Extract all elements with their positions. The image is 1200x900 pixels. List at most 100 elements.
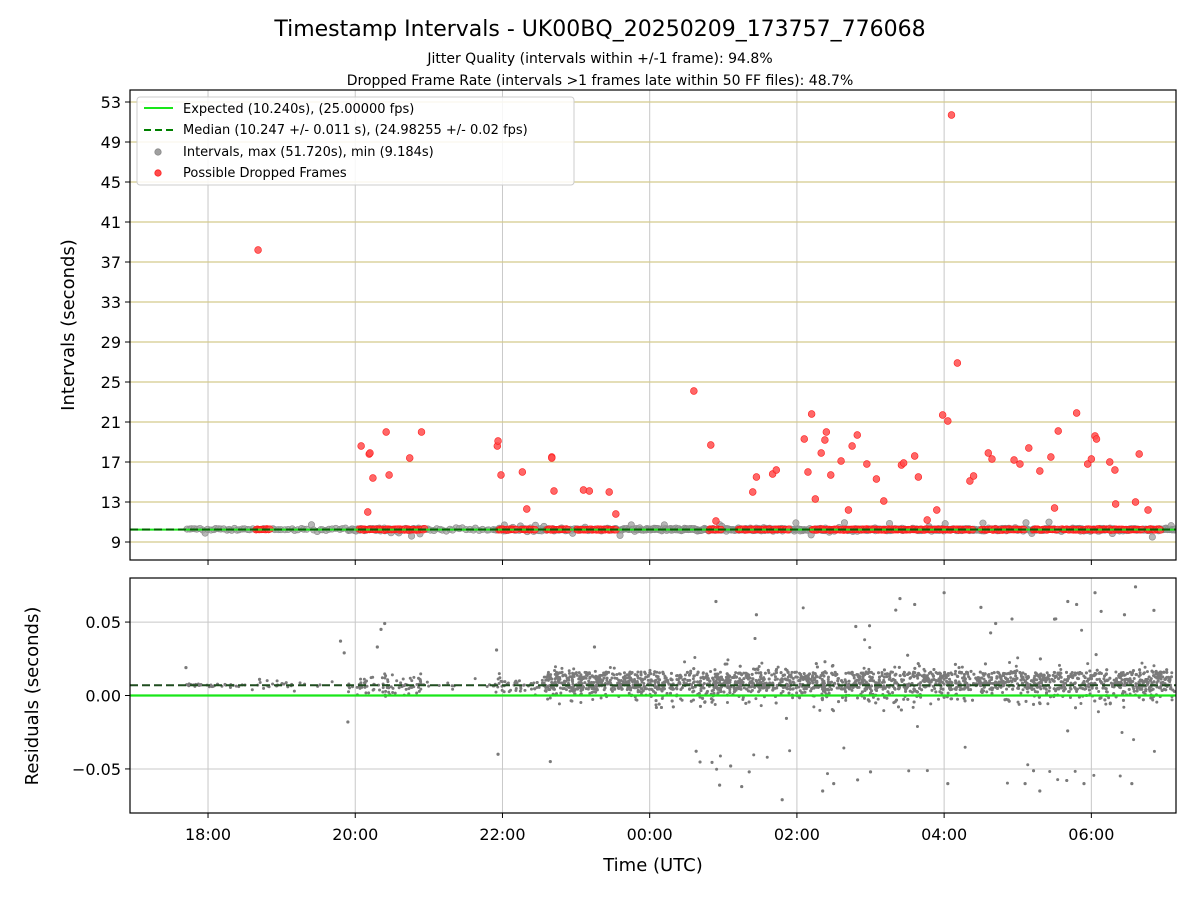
residual-point <box>757 678 761 682</box>
residual-point <box>692 680 696 684</box>
residual-point <box>1005 687 1009 691</box>
residual-point <box>1162 687 1166 691</box>
residual-point <box>517 679 521 683</box>
intervals-y-tick-label: 49 <box>101 133 121 152</box>
residual-point <box>1152 680 1156 684</box>
residual-point <box>868 675 872 679</box>
residual-point <box>506 681 510 685</box>
residual-point <box>500 680 504 684</box>
residual-point <box>732 675 736 679</box>
residual-point <box>913 689 917 693</box>
residual-point <box>698 760 702 764</box>
residual-point <box>812 686 816 690</box>
residual-point <box>1069 687 1073 691</box>
residual-point <box>922 667 926 671</box>
residual-point <box>1108 702 1112 706</box>
residual-point <box>1118 774 1122 778</box>
residual-point <box>680 686 684 690</box>
residual-point <box>965 670 969 674</box>
dropped-frame-outlier-point <box>749 488 757 496</box>
residual-point <box>628 687 632 691</box>
residual-point <box>723 662 727 666</box>
residual-point <box>938 690 942 694</box>
residual-point <box>687 673 691 677</box>
residual-point <box>657 702 661 706</box>
legend-item-dropped: Possible Dropped Frames <box>154 166 347 181</box>
residual-point <box>669 678 673 682</box>
residual-point <box>665 691 669 695</box>
residual-point <box>711 676 715 680</box>
residual-point <box>187 682 191 686</box>
residual-point <box>1092 673 1096 677</box>
residual-point <box>929 702 933 706</box>
dropped-frame-outlier-point <box>1106 458 1114 466</box>
legend-label-median: Median (10.247 +/- 0.011 s), (24.98255 +… <box>183 123 528 138</box>
residual-point <box>933 687 937 691</box>
residual-point <box>1108 676 1112 680</box>
residual-point <box>844 695 848 699</box>
intervals-y-tick-label: 37 <box>101 253 121 272</box>
residual-point <box>763 671 767 675</box>
residual-point <box>823 670 827 674</box>
residual-point <box>627 691 631 695</box>
residual-point <box>911 705 915 709</box>
residual-point <box>922 679 926 683</box>
residual-point <box>228 685 232 689</box>
residual-point <box>789 673 793 677</box>
residual-point <box>1051 673 1055 677</box>
residual-point <box>863 638 867 642</box>
residual-point <box>1112 692 1116 696</box>
residual-point <box>904 689 908 693</box>
residual-point <box>610 689 614 693</box>
residual-point <box>812 705 816 709</box>
residual-point <box>934 679 938 683</box>
residual-point <box>896 687 900 691</box>
residual-point <box>555 675 559 679</box>
residual-point <box>868 646 872 650</box>
dropped-frame-outlier-point <box>848 442 856 450</box>
residual-point <box>805 679 809 683</box>
residual-point <box>696 680 700 684</box>
dropped-frame-outlier-point <box>800 435 808 443</box>
residual-point <box>570 678 574 682</box>
residual-point <box>1003 676 1007 680</box>
residual-point <box>661 670 665 674</box>
residual-point <box>1059 668 1063 672</box>
residual-point <box>1038 677 1042 681</box>
residual-point <box>788 681 792 685</box>
residual-point <box>870 689 874 693</box>
residual-point <box>814 662 818 666</box>
residual-point <box>638 677 642 681</box>
residual-point <box>1010 680 1014 684</box>
residual-point <box>604 670 608 674</box>
residual-point <box>686 679 690 683</box>
residual-point <box>757 665 761 669</box>
residual-point <box>1115 679 1119 683</box>
residual-point <box>1149 696 1153 700</box>
residual-point <box>885 675 889 679</box>
residual-point <box>942 677 946 681</box>
residual-point <box>610 687 614 691</box>
residual-point <box>1140 661 1144 665</box>
residual-point <box>1011 677 1015 681</box>
residual-point <box>1081 681 1085 685</box>
residual-point <box>740 673 744 677</box>
intervals-y-tick-label: 9 <box>111 533 121 552</box>
residual-point <box>365 679 369 683</box>
residual-point <box>1103 698 1107 702</box>
residual-point <box>1132 738 1136 742</box>
residual-outlier-point <box>342 651 346 655</box>
residual-point <box>877 678 881 682</box>
residual-point <box>1066 677 1070 681</box>
residual-point <box>749 690 753 694</box>
residual-point <box>702 682 706 686</box>
residual-point <box>598 674 602 678</box>
residual-outlier-point <box>1075 602 1079 607</box>
residual-point <box>918 686 922 690</box>
residual-point <box>318 683 322 687</box>
residual-point <box>1158 686 1162 690</box>
residual-point <box>363 685 367 689</box>
dropped-frame-outlier-point <box>1047 453 1055 461</box>
residual-point <box>1025 686 1029 690</box>
dropped-frame-outlier-point <box>863 460 871 468</box>
